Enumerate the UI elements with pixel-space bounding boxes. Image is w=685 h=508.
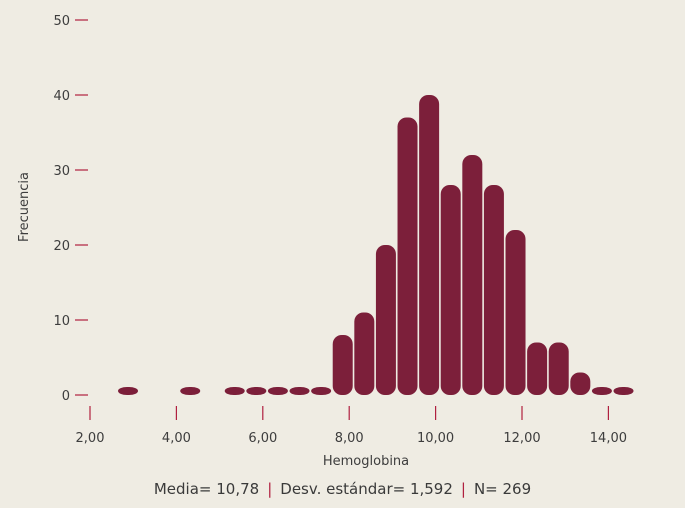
x-axis: 2,00 4,00 6,00 8,00 10,00 12,00 14,00 <box>76 406 627 446</box>
histogram-bar <box>267 387 288 395</box>
histogram-bar <box>289 387 310 395</box>
x-tick-label: 4,00 <box>162 431 191 446</box>
n-stat: N= 269 <box>473 480 532 498</box>
histogram-bar <box>311 387 332 395</box>
y-tick-label: 40 <box>53 89 70 104</box>
bars <box>118 95 634 395</box>
histogram-bar <box>118 387 139 395</box>
x-tick-label: 14,00 <box>590 431 627 446</box>
x-tick-label: 10,00 <box>417 431 454 446</box>
stat-separator: | <box>460 480 466 498</box>
sd-stat: Desv. estándar= 1,592 <box>280 480 453 498</box>
y-axis: 0 10 20 30 40 50 <box>53 14 88 404</box>
histogram-bar <box>462 155 483 395</box>
histogram-bar <box>332 335 353 395</box>
stat-separator: | <box>267 480 273 498</box>
histogram-bar <box>527 342 548 395</box>
histogram-bar <box>548 342 569 395</box>
histogram-bar <box>570 372 591 395</box>
histogram-bar <box>354 312 375 395</box>
histogram-svg: 0 10 20 30 40 50 2,00 4,00 6,00 8,00 10,00 12,00 14… <box>17 14 634 469</box>
y-tick-label: 50 <box>53 14 70 29</box>
x-tick-label: 8,00 <box>335 431 364 446</box>
y-axis-title: Frecuencia <box>17 172 32 242</box>
histogram-bar <box>397 117 418 395</box>
histogram-bar <box>224 387 245 395</box>
mean-stat: Media= 10,78 <box>153 480 260 498</box>
y-tick-label: 0 <box>62 389 70 404</box>
x-tick-label: 12,00 <box>503 431 540 446</box>
summary-stats: Media= 10,78 | Desv. estándar= 1,592 | N= 26… <box>0 480 685 498</box>
x-tick-label: 2,00 <box>76 431 105 446</box>
histogram-bar <box>440 185 461 395</box>
histogram-bar <box>483 185 504 395</box>
histogram-bar <box>375 245 396 395</box>
histogram-bar <box>591 387 612 395</box>
y-tick-label: 30 <box>53 164 70 179</box>
histogram-bar <box>505 230 526 395</box>
x-axis-title: Hemoglobina <box>323 454 409 469</box>
histogram-bar <box>613 387 634 395</box>
histogram-bar <box>246 387 267 395</box>
x-tick-label: 6,00 <box>248 431 277 446</box>
y-tick-label: 10 <box>53 314 70 329</box>
histogram-bar <box>419 95 440 395</box>
histogram-bar <box>180 387 201 395</box>
y-tick-label: 20 <box>53 239 70 254</box>
